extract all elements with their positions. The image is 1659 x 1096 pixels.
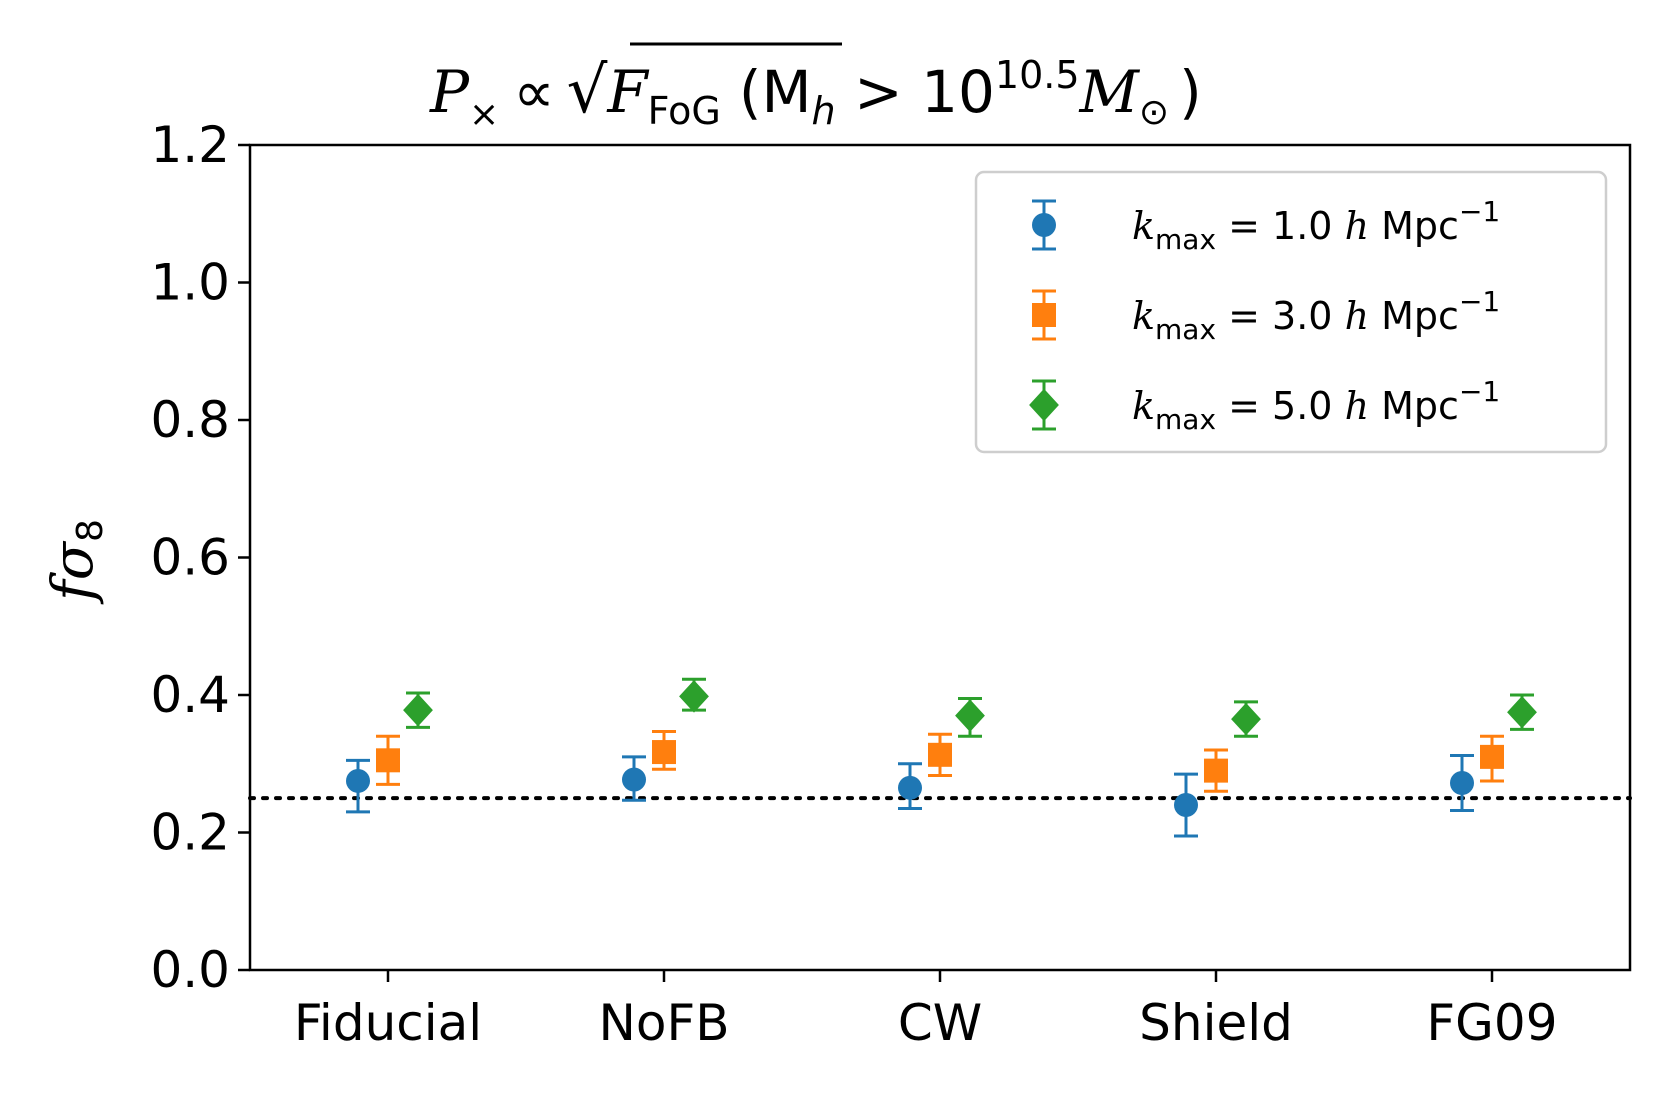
legend-box [974,170,1608,454]
data-point-circle [1174,793,1198,817]
y-tick-label: 0.2 [150,804,230,862]
y-tick-label: 0.0 [150,941,230,999]
title-msun: M [1079,58,1141,126]
ylabel-sigma: σ [41,540,106,580]
x-ticks: Fiducial NoFB CW Shield FG09 [294,970,1558,1052]
y-tick-label: 0.6 [150,529,230,587]
legend-label-0: kmax = 1.0 h Mpc−1 [1132,195,1500,256]
data-point-circle [346,768,370,793]
y-tick-label: 0.4 [150,666,230,724]
y-ticks: 0.0 0.2 0.4 0.6 0.8 1.0 1.2 [150,116,250,999]
data-point-diamond [679,680,709,713]
legend-label-2: kmax = 5.0 h Mpc−1 [1132,375,1500,436]
y-tick-label: 1.2 [150,116,230,174]
y-tick-label: 1.0 [150,254,230,312]
y-axis-label: fσ8 [41,519,111,605]
title-close: ) [1179,58,1202,126]
data-point-square [928,742,952,767]
ylabel-sub: 8 [70,519,111,542]
title-sun: ⊙ [1139,92,1169,133]
title-p: P [429,58,470,126]
legend-marker-diamond [1029,388,1059,422]
x-tick-label-shield: Shield [1139,994,1293,1052]
x-tick-label-fiducial: Fiducial [294,994,482,1052]
data-point-square [1480,744,1504,769]
title-gt: > 10 [836,58,995,126]
title-f: F [606,58,649,126]
title-times: × [469,94,499,135]
title-sqrt: √ [567,54,608,128]
data-point-circle [1450,771,1474,795]
x-tick-label-nofb: NoFB [598,994,729,1052]
data-marks [346,677,1537,838]
title-fog: FoG [648,89,721,133]
data-point-circle [898,775,922,800]
data-point-diamond [1231,702,1261,736]
data-point-square [652,740,676,765]
legend: kmax = 1.0 h Mpc−1 kmax = 3.0 h Mpc−1 kmax… [974,170,1608,454]
title-open: (M [739,58,812,126]
chart-title: P× ∝ √FFoG (Mh > 1010.5M⊙) [429,53,1202,135]
x-tick-label-cw: CW [898,994,982,1052]
data-point-diamond [403,693,433,727]
y-tick-label: 0.8 [150,391,230,449]
data-point-diamond [1507,695,1537,729]
x-tick-label-fg09: FG09 [1426,994,1557,1052]
title-propto: ∝ [513,58,554,126]
data-point-circle [622,767,646,792]
legend-label-1: kmax = 3.0 h Mpc−1 [1132,285,1500,346]
data-point-square [376,748,400,773]
title-h: h [812,89,836,133]
title-exp: 10.5 [995,53,1080,97]
legend-marker-square [1032,303,1056,327]
legend-marker-circle [1032,213,1056,237]
data-point-diamond [955,699,985,732]
data-point-square [1204,758,1228,783]
